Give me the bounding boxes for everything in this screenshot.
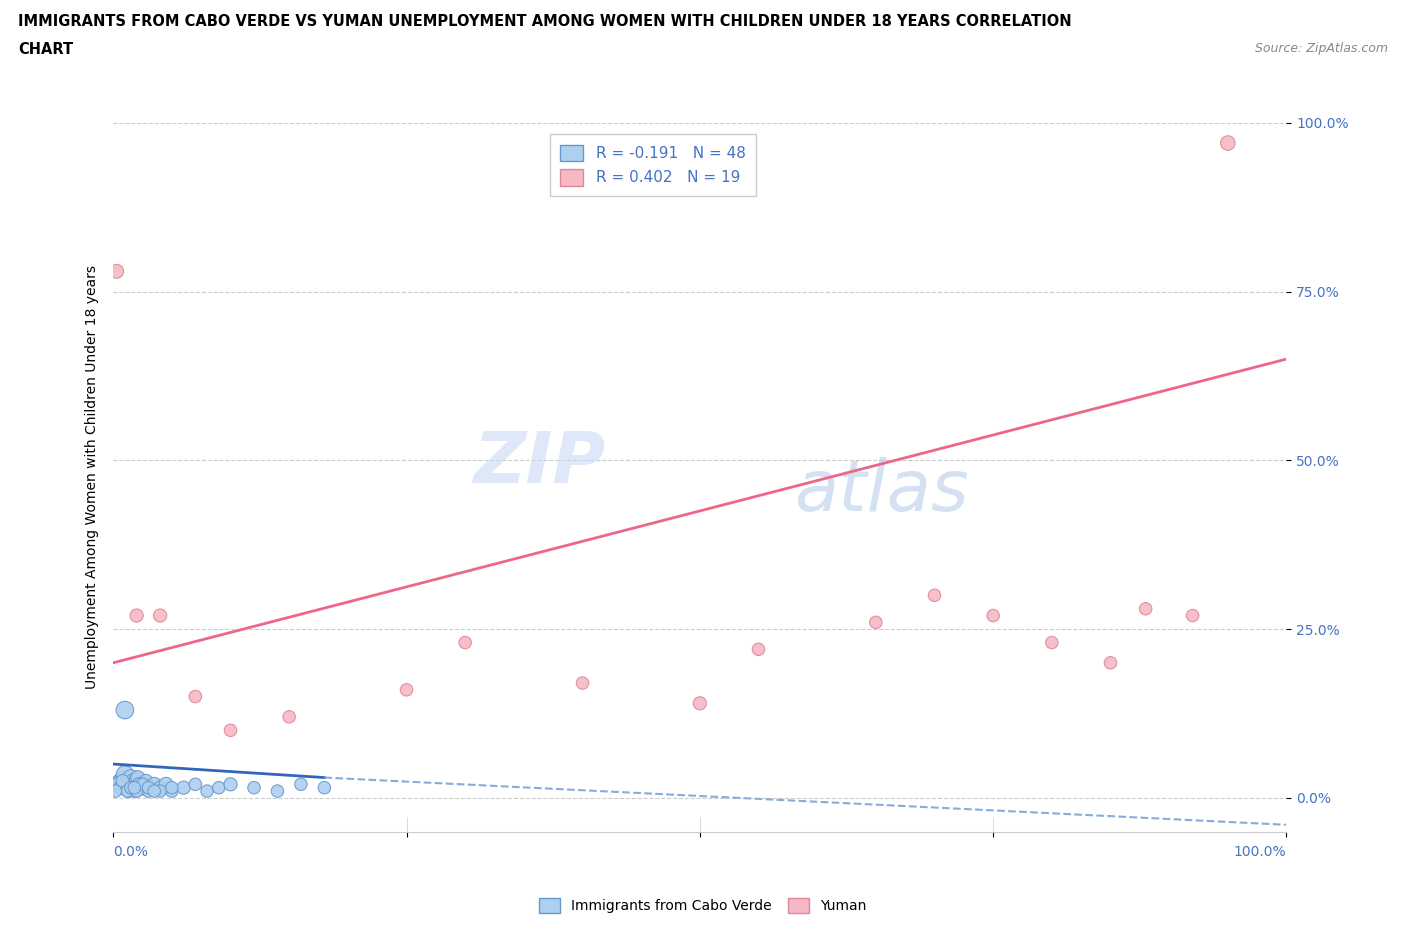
Point: [112, 780, 135, 795]
Point: [1135, 602, 1157, 617]
Text: IMMIGRANTS FROM CABO VERDE VS YUMAN UNEMPLOYMENT AMONG WOMEN WITH CHILDREN UNDER: IMMIGRANTS FROM CABO VERDE VS YUMAN UNEM…: [18, 14, 1071, 29]
Point: [110, 770, 132, 785]
Point: [120, 780, 142, 795]
Point: [124, 784, 146, 799]
Point: [1216, 136, 1239, 151]
Point: [124, 777, 146, 791]
Point: [689, 696, 711, 711]
Point: [125, 784, 148, 799]
Point: [132, 777, 155, 791]
Point: [290, 777, 312, 791]
Point: [120, 770, 142, 785]
Y-axis label: Unemployment Among Women with Children Under 18 years: Unemployment Among Women with Children U…: [86, 265, 100, 689]
Point: [184, 777, 207, 791]
Point: [131, 777, 153, 791]
Point: [107, 777, 129, 791]
Point: [105, 264, 128, 279]
Text: 100.0%: 100.0%: [1234, 845, 1286, 859]
Point: [1181, 608, 1204, 623]
Point: [111, 774, 134, 789]
Point: [208, 780, 231, 795]
Point: [266, 784, 288, 799]
Point: [114, 766, 136, 781]
Point: [314, 780, 336, 795]
Point: [104, 784, 127, 799]
Point: [117, 784, 139, 799]
Point: [219, 777, 242, 791]
Text: CHART: CHART: [18, 42, 73, 57]
Point: [219, 723, 242, 737]
Point: [143, 777, 166, 791]
Point: [128, 777, 150, 791]
Point: [149, 784, 172, 799]
Point: [124, 780, 146, 795]
Point: [125, 774, 148, 789]
Point: [114, 703, 136, 718]
Point: [1040, 635, 1063, 650]
Point: [395, 683, 418, 698]
Point: [138, 780, 160, 795]
Point: [160, 784, 183, 799]
Point: [131, 780, 153, 795]
Point: [195, 784, 218, 799]
Point: [924, 588, 946, 603]
Point: [105, 777, 128, 791]
Text: 0.0%: 0.0%: [114, 845, 148, 859]
Point: [243, 780, 266, 795]
Point: [173, 780, 195, 795]
Legend: R = -0.191   N = 48, R = 0.402   N = 19: R = -0.191 N = 48, R = 0.402 N = 19: [550, 134, 756, 196]
Point: [117, 784, 139, 799]
Point: [747, 642, 769, 657]
Legend: Immigrants from Cabo Verde, Yuman: Immigrants from Cabo Verde, Yuman: [534, 892, 872, 919]
Point: [278, 710, 301, 724]
Point: [117, 774, 139, 789]
Point: [143, 784, 166, 799]
Point: [127, 770, 149, 785]
Point: [149, 780, 172, 795]
Point: [118, 777, 141, 791]
Text: Source: ZipAtlas.com: Source: ZipAtlas.com: [1254, 42, 1388, 55]
Point: [865, 615, 887, 630]
Point: [125, 608, 148, 623]
Point: [160, 780, 183, 795]
Point: [981, 608, 1004, 623]
Point: [110, 780, 132, 795]
Point: [184, 689, 207, 704]
Point: [115, 777, 138, 791]
Text: ZIP: ZIP: [474, 429, 606, 498]
Point: [108, 774, 131, 789]
Point: [1099, 656, 1122, 671]
Point: [155, 777, 177, 791]
Point: [571, 675, 593, 690]
Point: [135, 774, 157, 789]
Text: atlas: atlas: [794, 457, 969, 525]
Point: [138, 784, 160, 799]
Point: [454, 635, 477, 650]
Point: [149, 608, 172, 623]
Point: [121, 780, 143, 795]
Point: [122, 774, 145, 789]
